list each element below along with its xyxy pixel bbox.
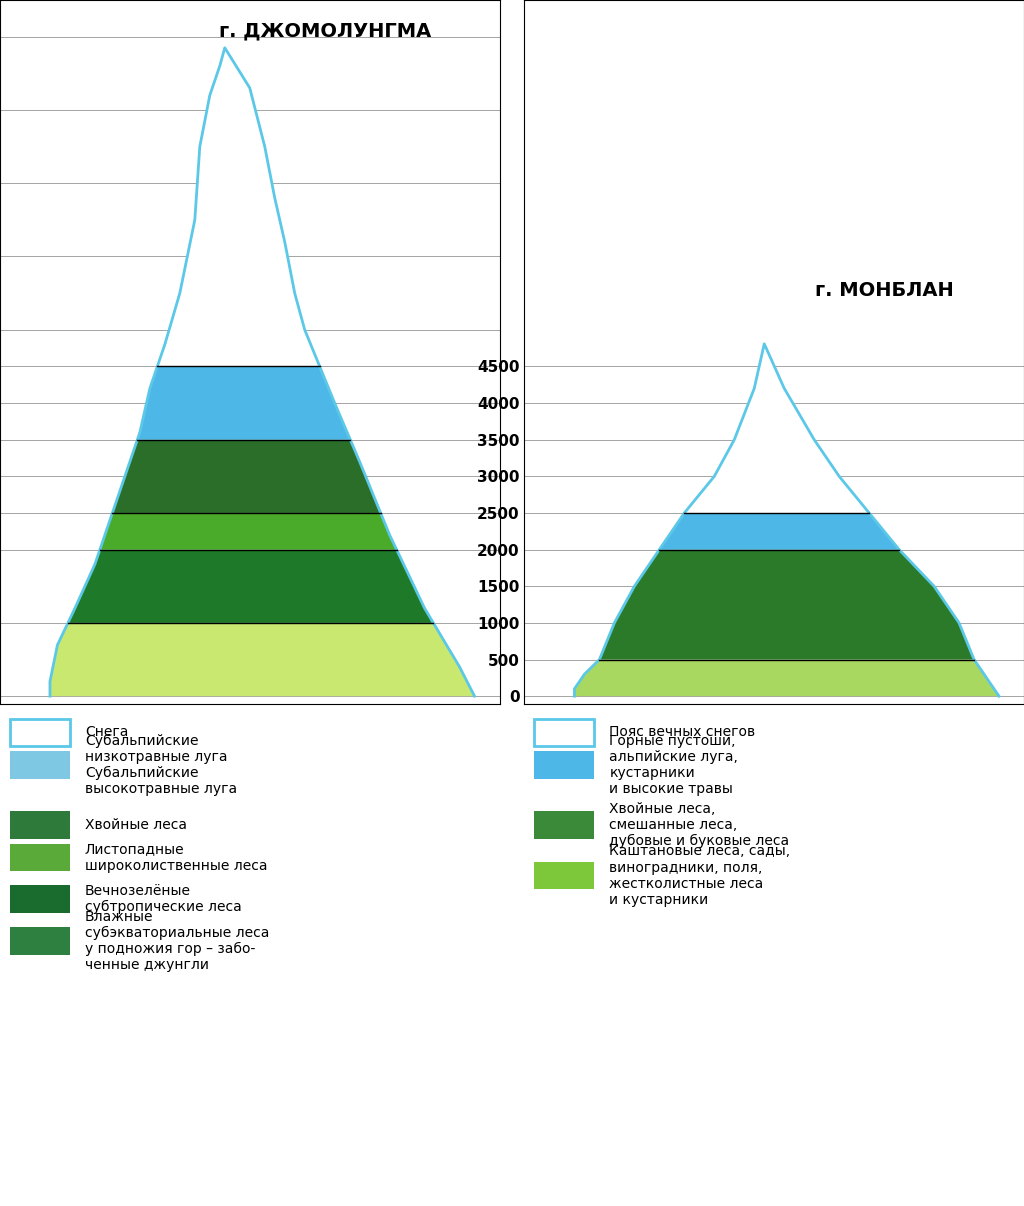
Text: Снега: Снега bbox=[85, 725, 128, 739]
Polygon shape bbox=[50, 622, 474, 696]
Text: м  0: м 0 bbox=[25, 718, 61, 736]
Polygon shape bbox=[68, 550, 433, 622]
Text: Хвойные леса,
смешанные леса,
дубовые и буковые леса: Хвойные леса, смешанные леса, дубовые и … bbox=[609, 802, 790, 848]
FancyBboxPatch shape bbox=[10, 844, 70, 871]
FancyBboxPatch shape bbox=[10, 719, 70, 747]
Text: Вечнозелёные
субтропические леса: Вечнозелёные субтропические леса bbox=[85, 884, 242, 914]
Polygon shape bbox=[113, 440, 381, 513]
FancyBboxPatch shape bbox=[535, 810, 594, 838]
Text: г. МОНБЛАН: г. МОНБЛАН bbox=[815, 281, 953, 300]
FancyBboxPatch shape bbox=[535, 751, 594, 779]
Text: Каштановые леса, сады,
виноградники, поля,
жестколистные леса
и кустарники: Каштановые леса, сады, виноградники, пол… bbox=[609, 844, 791, 907]
Polygon shape bbox=[137, 367, 350, 440]
FancyBboxPatch shape bbox=[10, 885, 70, 913]
Text: Горные пустоши,
альпийские луга,
кустарники
и высокие травы: Горные пустоши, альпийские луга, кустарн… bbox=[609, 733, 738, 796]
FancyBboxPatch shape bbox=[535, 862, 594, 890]
Polygon shape bbox=[100, 513, 396, 550]
Text: Хвойные леса: Хвойные леса bbox=[85, 818, 187, 832]
FancyBboxPatch shape bbox=[10, 751, 70, 779]
Polygon shape bbox=[659, 513, 899, 550]
Polygon shape bbox=[574, 660, 999, 696]
Polygon shape bbox=[599, 550, 974, 660]
FancyBboxPatch shape bbox=[535, 719, 594, 747]
Text: Пояс вечных снегов: Пояс вечных снегов bbox=[609, 725, 756, 739]
Text: Субальпийские
низкотравные луга
Субальпийские
высокотравные луга: Субальпийские низкотравные луга Субальпи… bbox=[85, 733, 237, 796]
Text: г. ДЖОМОЛУНГМА: г. ДЖОМОЛУНГМА bbox=[218, 21, 431, 40]
Polygon shape bbox=[158, 36, 319, 367]
Text: м  0: м 0 bbox=[550, 718, 586, 736]
Polygon shape bbox=[684, 329, 869, 513]
Text: Влажные
субэкваториальные леса
у подножия гор – забо-
ченные джунгли: Влажные субэкваториальные леса у подножи… bbox=[85, 909, 269, 972]
FancyBboxPatch shape bbox=[10, 927, 70, 955]
Text: Листопадные
широколиственные леса: Листопадные широколиственные леса bbox=[85, 843, 267, 873]
FancyBboxPatch shape bbox=[10, 810, 70, 838]
